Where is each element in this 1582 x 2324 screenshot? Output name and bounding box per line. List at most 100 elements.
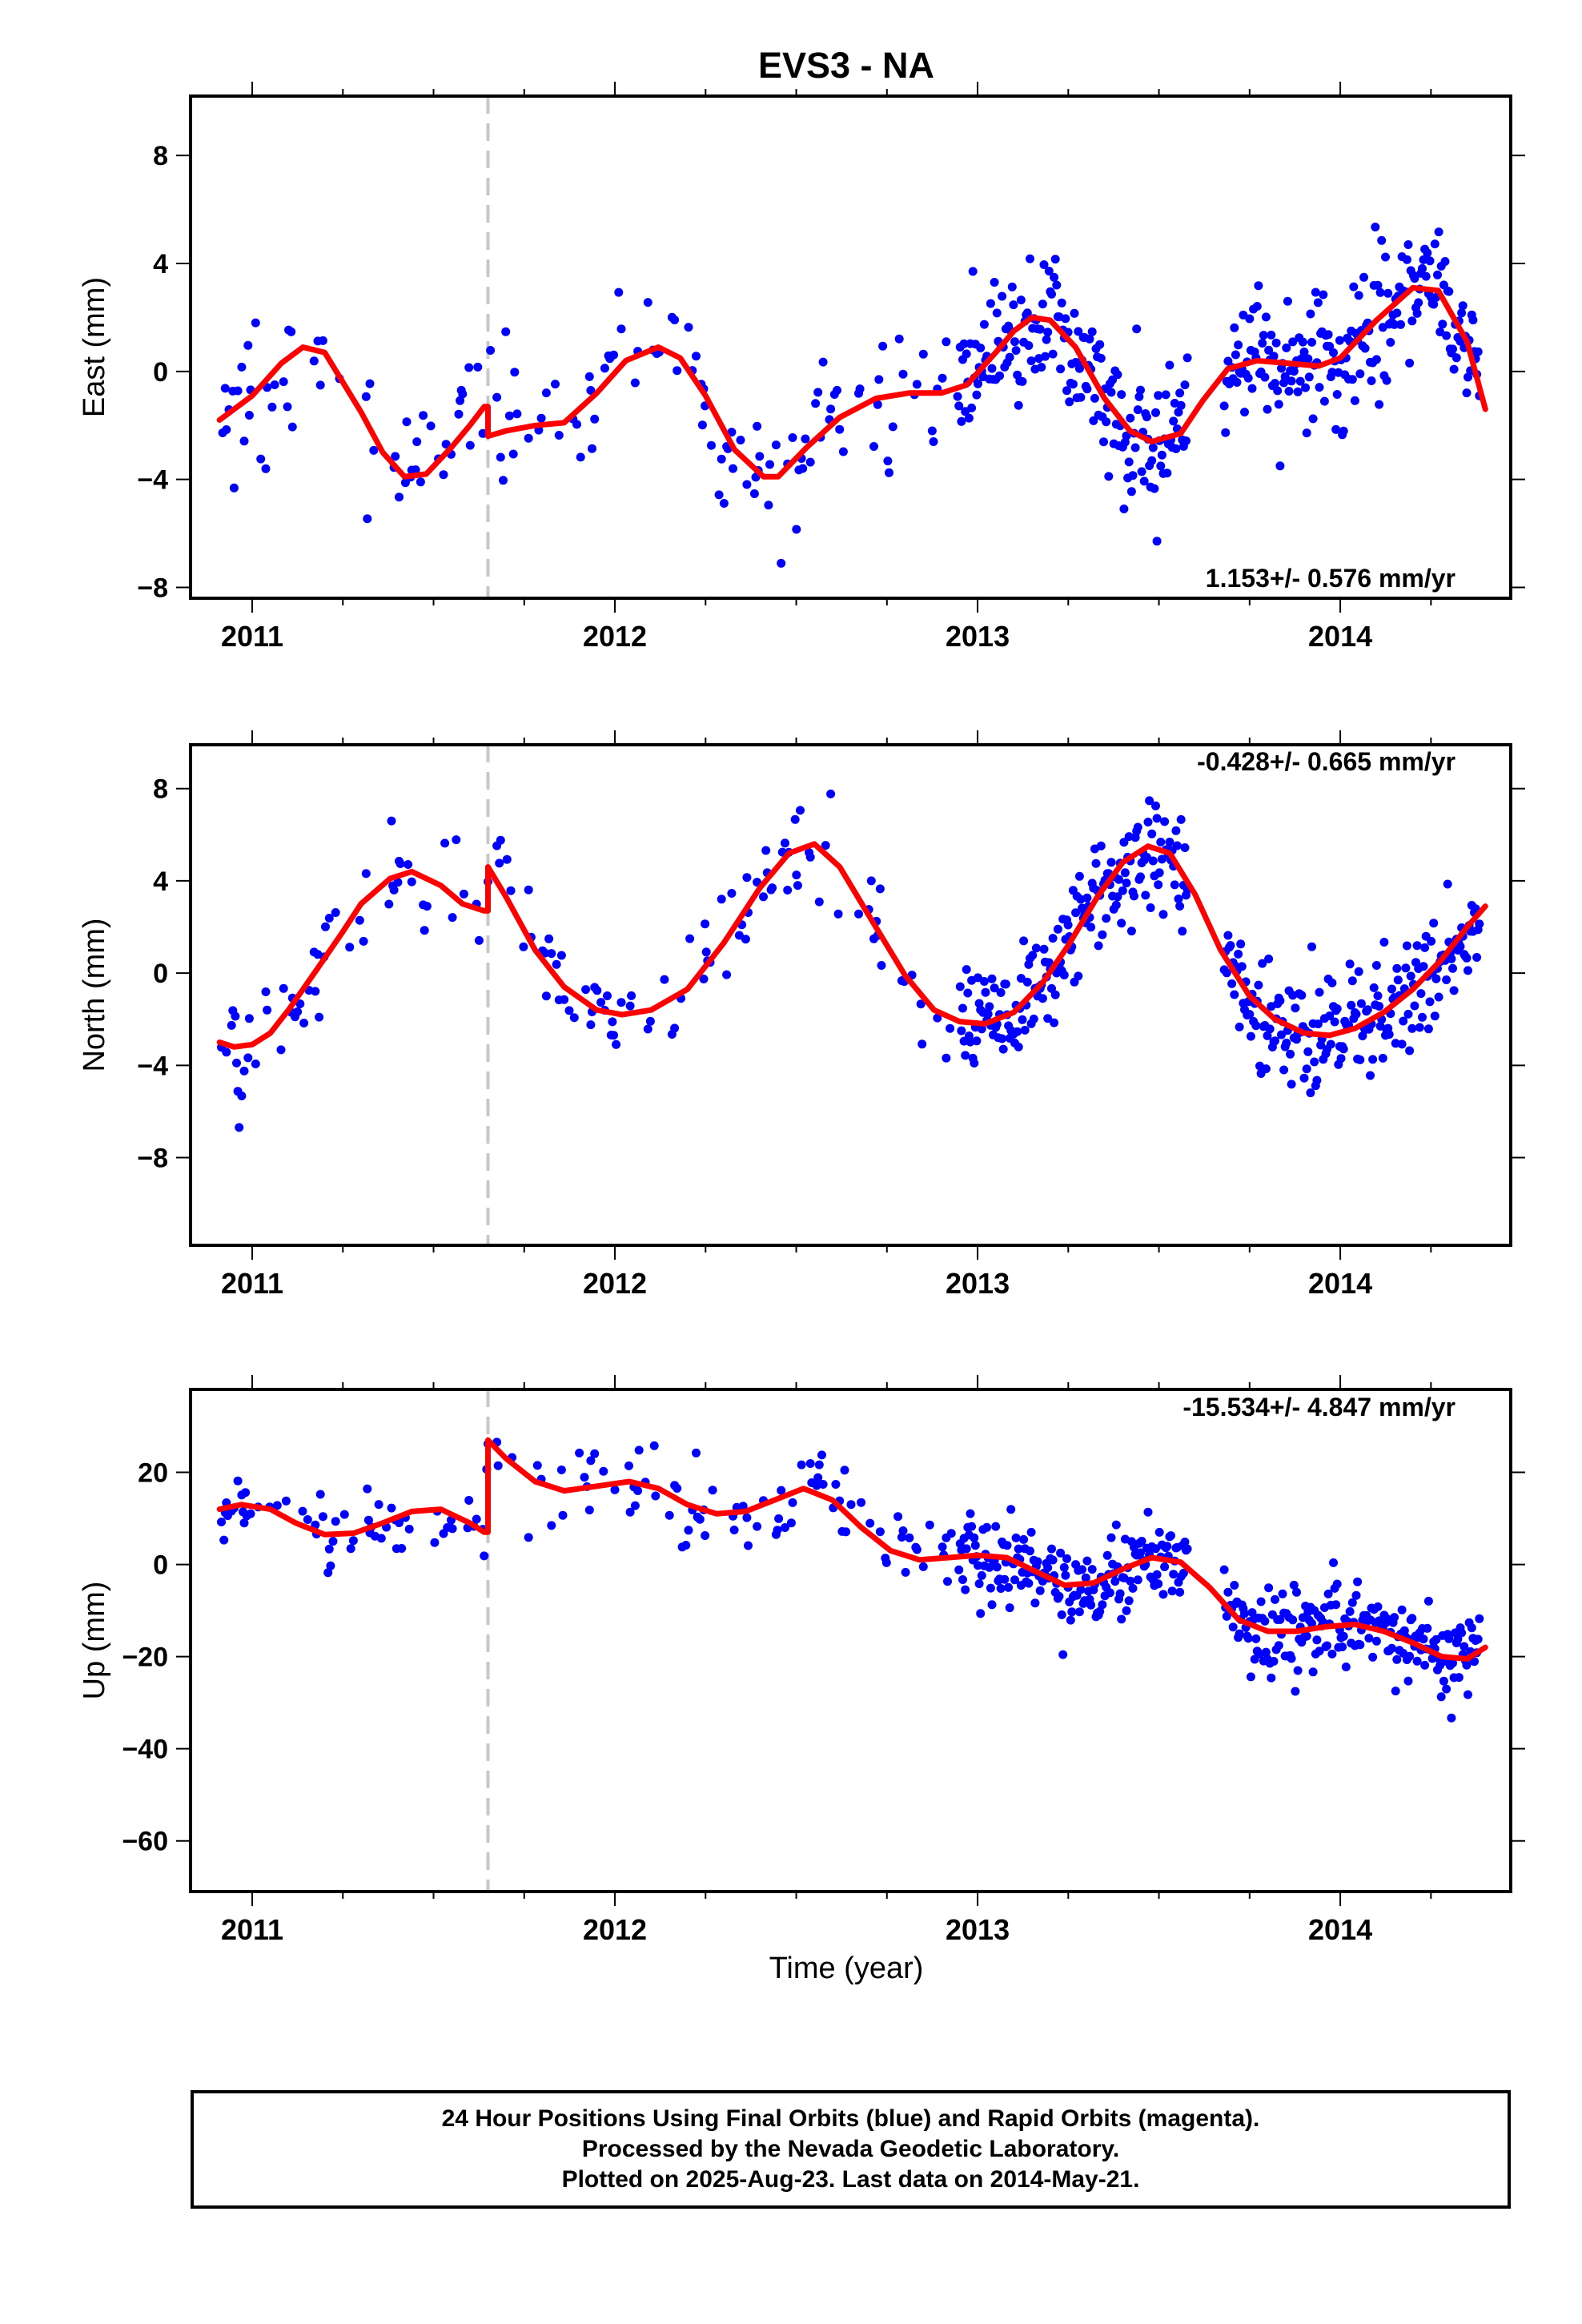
- data-point: [1447, 954, 1456, 963]
- caption-line-3: Plotted on 2025-Aug-23. Last data on 201…: [561, 2166, 1140, 2193]
- data-point: [1423, 1623, 1432, 1633]
- data-point: [1145, 796, 1154, 806]
- data-point: [1038, 300, 1047, 309]
- data-point: [1001, 979, 1010, 989]
- data-point: [1313, 298, 1323, 308]
- data-point: [524, 1533, 533, 1542]
- data-point: [1412, 941, 1422, 951]
- data-point: [1147, 829, 1157, 838]
- data-point: [1442, 1684, 1452, 1694]
- data-point: [708, 1486, 717, 1495]
- data-point: [1431, 1634, 1441, 1644]
- data-point: [231, 1011, 240, 1021]
- data-point: [1146, 903, 1155, 912]
- data-point: [1029, 1014, 1038, 1023]
- data-point: [1117, 919, 1126, 928]
- data-point: [1407, 1023, 1417, 1033]
- data-point: [1405, 1046, 1415, 1055]
- data-point: [1448, 963, 1457, 973]
- data-point: [1039, 260, 1049, 269]
- data-point: [1124, 457, 1134, 467]
- data-point: [541, 388, 551, 398]
- data-point: [395, 1518, 404, 1527]
- data-point: [1081, 1573, 1090, 1582]
- caption-line-2: Processed by the Nevada Geodetic Laborat…: [581, 2136, 1120, 2162]
- data-point: [1420, 943, 1430, 952]
- data-point: [426, 421, 436, 431]
- data-point: [968, 267, 978, 276]
- data-point: [1407, 316, 1417, 326]
- y-tick-label: 8: [153, 774, 168, 805]
- data-point: [1269, 1657, 1279, 1666]
- data-point: [1066, 1615, 1075, 1625]
- data-point: [361, 392, 371, 401]
- data-point: [1128, 1583, 1138, 1593]
- data-point: [898, 1526, 908, 1535]
- data-point: [331, 1517, 340, 1526]
- data-point: [1264, 954, 1274, 963]
- plot-frame: [189, 1388, 1512, 1893]
- data-point: [251, 1059, 260, 1068]
- data-point: [1383, 288, 1393, 298]
- data-point: [929, 437, 938, 446]
- data-point: [959, 339, 969, 348]
- data-point: [970, 1541, 980, 1550]
- data-point: [792, 870, 801, 880]
- data-point: [1325, 342, 1335, 351]
- data-point: [990, 278, 999, 287]
- data-point: [1368, 1055, 1378, 1064]
- data-point: [1442, 331, 1452, 340]
- data-point: [551, 380, 560, 389]
- data-point: [1260, 372, 1270, 382]
- data-point: [532, 1461, 542, 1470]
- data-point: [1102, 914, 1111, 923]
- data-point: [1007, 282, 1017, 292]
- data-point: [287, 422, 297, 432]
- data-point: [496, 452, 505, 462]
- data-point: [1063, 920, 1073, 930]
- data-point: [1299, 348, 1309, 356]
- data-point: [1178, 927, 1187, 936]
- data-point: [454, 409, 464, 419]
- data-point: [625, 1001, 635, 1011]
- data-point: [719, 499, 729, 508]
- data-point: [402, 417, 412, 427]
- data-point: [1393, 975, 1403, 985]
- data-point: [237, 362, 247, 372]
- data-point: [1102, 417, 1111, 427]
- data-point: [1178, 1568, 1188, 1578]
- data-point: [363, 1515, 373, 1525]
- data-point: [1293, 1666, 1303, 1675]
- data-point: [298, 1506, 307, 1516]
- data-point: [749, 489, 759, 498]
- data-point: [962, 349, 971, 359]
- data-point: [972, 390, 982, 400]
- data-point: [1002, 1541, 1012, 1550]
- data-point: [1419, 1634, 1428, 1644]
- data-point: [1076, 1585, 1086, 1594]
- data-point: [369, 445, 379, 455]
- data-point: [797, 1460, 806, 1470]
- data-point: [1271, 1036, 1279, 1046]
- data-point: [309, 356, 319, 366]
- data-point: [1254, 980, 1263, 990]
- data-point: [1325, 1011, 1335, 1020]
- data-point: [1347, 976, 1357, 986]
- data-point: [986, 299, 995, 308]
- data-point: [833, 385, 841, 395]
- data-point: [596, 998, 606, 1007]
- data-point: [701, 947, 711, 957]
- data-point: [1412, 308, 1422, 318]
- y-tick-label: 0: [153, 357, 168, 388]
- data-point: [1462, 388, 1472, 398]
- data-point: [512, 409, 522, 419]
- data-point: [777, 1486, 786, 1495]
- data-point: [1065, 397, 1074, 407]
- data-point: [1141, 891, 1150, 900]
- data-point: [420, 926, 429, 935]
- data-point: [838, 447, 848, 456]
- data-point: [966, 1509, 975, 1518]
- data-point: [1039, 944, 1049, 954]
- data-point: [323, 1568, 333, 1578]
- data-point: [1415, 1023, 1424, 1032]
